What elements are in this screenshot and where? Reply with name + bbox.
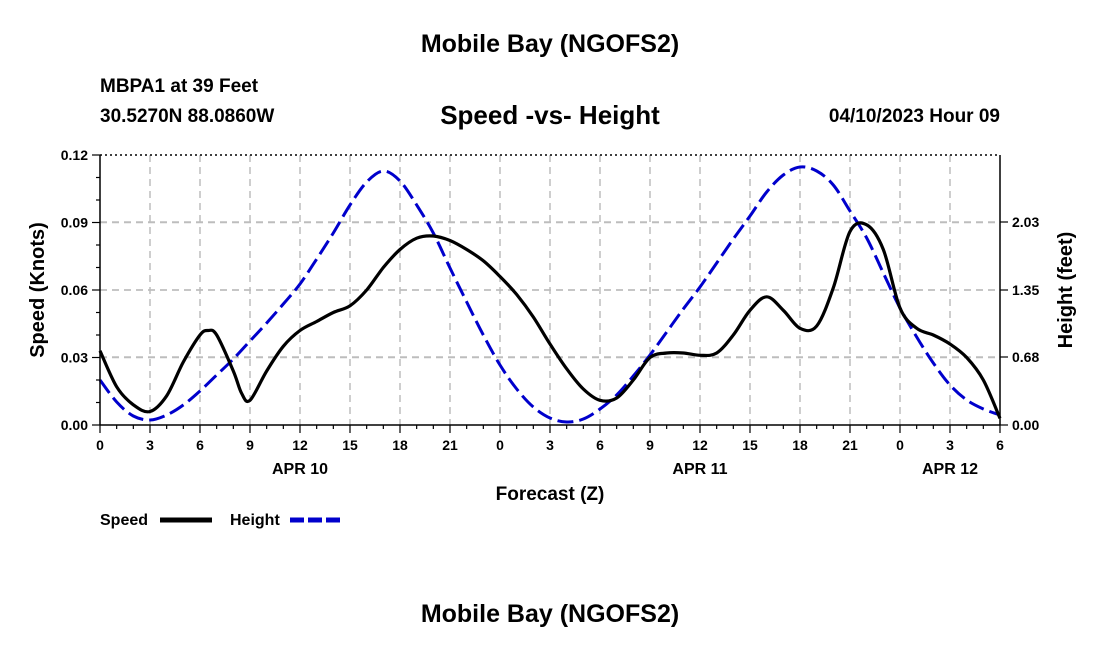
y2-axis-ticks: 0.00 0.68 1.35 2.03 [1000, 214, 1039, 433]
page-title: Mobile Bay (NGOFS2) [420, 30, 680, 58]
x-tick-label: 3 [946, 437, 954, 453]
legend-label-speed: Speed [100, 512, 148, 529]
x-tick-label: 6 [996, 437, 1004, 453]
series-line-speed [98, 221, 1002, 419]
x-axis-ticks: 0 3 6 9 12 15 18 21 0 3 6 9 12 15 18 21 0 3 6 APR 10 APR 11 A… [96, 425, 1004, 478]
y2-tick-label: 0.68 [1012, 349, 1039, 365]
x-date-label: APR 12 [922, 461, 978, 478]
x-tick-label: 18 [792, 437, 808, 453]
x-tick-label: 21 [842, 437, 858, 453]
x-tick-label: 0 [896, 437, 904, 453]
x-axis-label: Forecast (Z) [496, 484, 605, 505]
x-tick-label: 3 [146, 437, 154, 453]
x-tick-label: 0 [496, 437, 504, 453]
x-tick-label: 0 [96, 437, 104, 453]
y-tick-label: 0.06 [61, 282, 88, 298]
x-tick-label: 15 [742, 437, 758, 453]
y-axis-label: Speed (Knots) [27, 222, 49, 358]
series-line-height [98, 165, 1001, 424]
x-tick-label: 9 [646, 437, 654, 453]
x-tick-label: 18 [392, 437, 408, 453]
x-tick-label: 6 [196, 437, 204, 453]
y2-tick-label: 0.00 [1012, 417, 1039, 433]
forecast-datetime: 04/10/2023 Hour 09 [828, 106, 1000, 127]
series-layer [98, 165, 1002, 424]
y2-tick-label: 2.03 [1012, 214, 1039, 230]
x-date-label: APR 10 [272, 461, 328, 478]
bottom-title: Mobile Bay (NGOFS2) [420, 600, 680, 628]
x-tick-label: 3 [546, 437, 554, 453]
legend: Speed Height [100, 512, 342, 529]
y2-axis-label: Height (feet) [1055, 232, 1077, 349]
x-tick-label: 12 [292, 437, 308, 453]
grid [100, 155, 1000, 425]
y-tick-label: 0.00 [61, 417, 88, 433]
y-tick-label: 0.03 [61, 350, 88, 366]
x-tick-label: 6 [596, 437, 604, 453]
y2-tick-label: 1.35 [1012, 282, 1039, 298]
x-tick-label: 9 [246, 437, 254, 453]
x-tick-label: 15 [342, 437, 358, 453]
chart-title: Speed -vs- Height [440, 100, 660, 130]
x-date-label: APR 11 [672, 461, 727, 478]
x-tick-label: 21 [442, 437, 458, 453]
y-tick-label: 0.09 [61, 215, 88, 231]
legend-label-height: Height [230, 512, 280, 529]
y-tick-label: 0.12 [61, 147, 88, 163]
station-label: MBPA1 at 39 Feet [100, 76, 259, 97]
coordinates-label: 30.5270N 88.0860W [100, 106, 275, 127]
x-tick-label: 12 [692, 437, 708, 453]
speed-height-chart: 0 3 6 9 12 15 18 21 0 3 6 9 12 15 18 21 0 3 6 APR 10 APR 11 A… [27, 147, 1077, 529]
y-axis-ticks: 0.00 0.03 0.06 0.09 0.12 [61, 147, 100, 433]
